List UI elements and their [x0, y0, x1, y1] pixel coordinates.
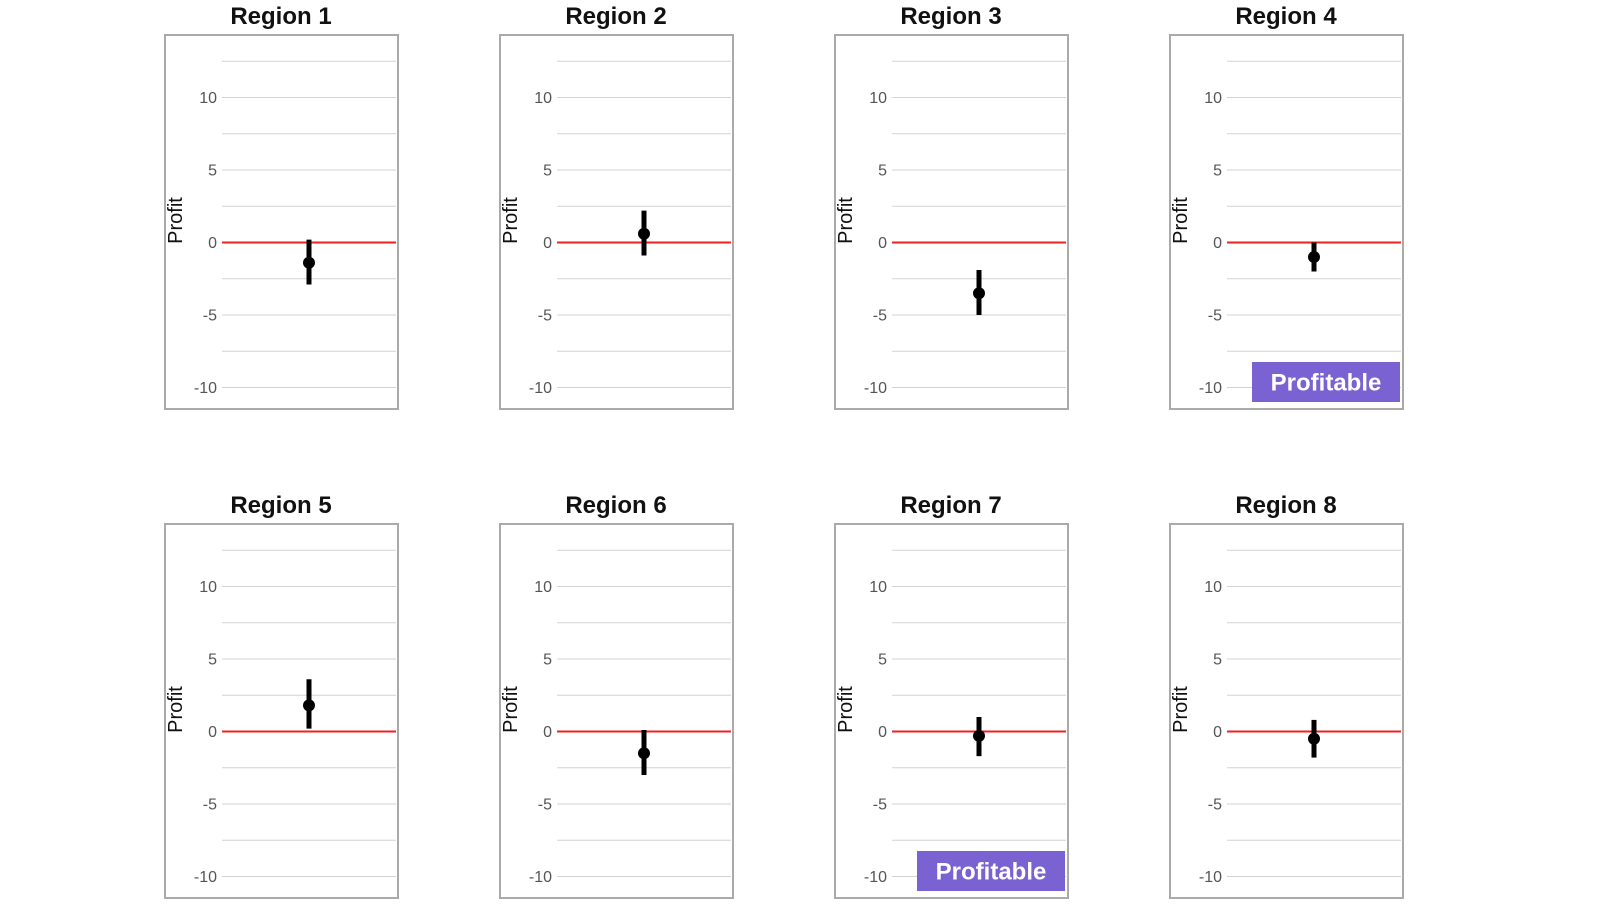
panel-2: Region 2 -10 -5 0 5 10 Profit [499, 3, 734, 410]
y-tick-label: 5 [1213, 163, 1222, 180]
panel-title: Region 5 [230, 492, 331, 519]
y-tick-label: 0 [543, 235, 552, 252]
panel-title: Region 1 [230, 3, 331, 30]
panel-title: Region 4 [1235, 3, 1337, 30]
y-tick-label: 10 [1204, 579, 1222, 596]
y-tick-label: 0 [878, 724, 887, 741]
y-tick-label: -5 [538, 308, 552, 325]
y-tick-label: 5 [208, 652, 217, 669]
y-tick-label: -10 [194, 869, 217, 886]
panel-frame [499, 523, 734, 899]
y-tick-label: 5 [543, 652, 552, 669]
y-tick-label: 0 [208, 235, 217, 252]
y-axis-label: Profit [165, 686, 187, 733]
y-tick-label: -5 [1208, 308, 1222, 325]
y-tick-label: -10 [194, 380, 217, 397]
profitable-badge [1252, 362, 1400, 402]
y-tick-label: 10 [869, 90, 887, 107]
panel-frame [499, 34, 734, 410]
y-axis-label: Profit [835, 686, 857, 733]
y-tick-label: -5 [203, 797, 217, 814]
point-estimate [973, 287, 985, 300]
panel-title: Region 6 [565, 492, 666, 519]
point-estimate [1308, 732, 1320, 745]
profitable-badge [917, 851, 1065, 891]
y-tick-label: 5 [1213, 652, 1222, 669]
y-tick-label: 10 [1204, 90, 1222, 107]
panel-frame [164, 34, 399, 410]
point-estimate [638, 227, 650, 240]
y-tick-label: 10 [534, 579, 552, 596]
panel-frame [1169, 34, 1404, 410]
y-tick-label: 10 [199, 579, 217, 596]
y-tick-label: 0 [878, 235, 887, 252]
panel-frame [834, 523, 1069, 899]
y-tick-label: -5 [873, 797, 887, 814]
y-tick-label: 5 [878, 163, 887, 180]
panel-7: Region 7 -10 -5 0 5 10 Profit Profitable [834, 492, 1069, 899]
y-tick-label: -5 [1208, 797, 1222, 814]
y-tick-label: -5 [538, 797, 552, 814]
y-tick-label: 10 [199, 90, 217, 107]
panel-frame [164, 523, 399, 899]
profitable-badge-label: Profitable [936, 859, 1047, 886]
panel-title: Region 7 [900, 492, 1001, 519]
point-estimate [303, 256, 315, 269]
y-tick-label: -10 [529, 380, 552, 397]
panel-8: Region 8 -10 -5 0 5 10 Profit [1169, 492, 1404, 899]
point-estimate [1308, 251, 1320, 263]
y-tick-label: 0 [1213, 235, 1222, 252]
panel-3: Region 3 -10 -5 0 5 10 Profit [834, 3, 1069, 410]
y-tick-label: 5 [208, 163, 217, 180]
y-axis-label: Profit [835, 197, 857, 244]
y-tick-label: -10 [1199, 380, 1222, 397]
y-tick-label: 5 [878, 652, 887, 669]
y-tick-label: 5 [543, 163, 552, 180]
y-tick-label: -10 [529, 869, 552, 886]
panel-1: Region 1 -10 -5 0 5 10 Profit [164, 3, 399, 410]
y-axis-label: Profit [1170, 197, 1192, 244]
y-tick-label: -10 [864, 380, 887, 397]
panel-5: Region 5 -10 -5 0 5 10 Profit [164, 492, 399, 899]
panel-title: Region 3 [900, 3, 1001, 30]
y-tick-label: 10 [869, 579, 887, 596]
panel-title: Region 2 [565, 3, 666, 30]
profitable-badge-label: Profitable [1271, 370, 1382, 397]
y-tick-label: -10 [864, 869, 887, 886]
y-tick-label: 0 [543, 724, 552, 741]
y-tick-label: -5 [873, 308, 887, 325]
y-axis-label: Profit [500, 197, 522, 244]
y-tick-label: 10 [534, 90, 552, 107]
panel-4: Region 4 -10 -5 0 5 10 Profit Profitable [1169, 3, 1404, 410]
panel-title: Region 8 [1235, 492, 1336, 519]
y-tick-label: -5 [203, 308, 217, 325]
y-axis-label: Profit [500, 686, 522, 733]
panel-frame [1169, 523, 1404, 899]
y-tick-label: 0 [208, 724, 217, 741]
y-tick-label: 0 [1213, 724, 1222, 741]
panel-frame [834, 34, 1069, 410]
y-tick-label: -10 [1199, 869, 1222, 886]
point-estimate [973, 729, 985, 742]
point-estimate [638, 747, 650, 760]
y-axis-label: Profit [1170, 686, 1192, 733]
y-axis-label: Profit [165, 197, 187, 244]
point-estimate [303, 699, 315, 712]
panel-6: Region 6 -10 -5 0 5 10 Profit [499, 492, 734, 899]
